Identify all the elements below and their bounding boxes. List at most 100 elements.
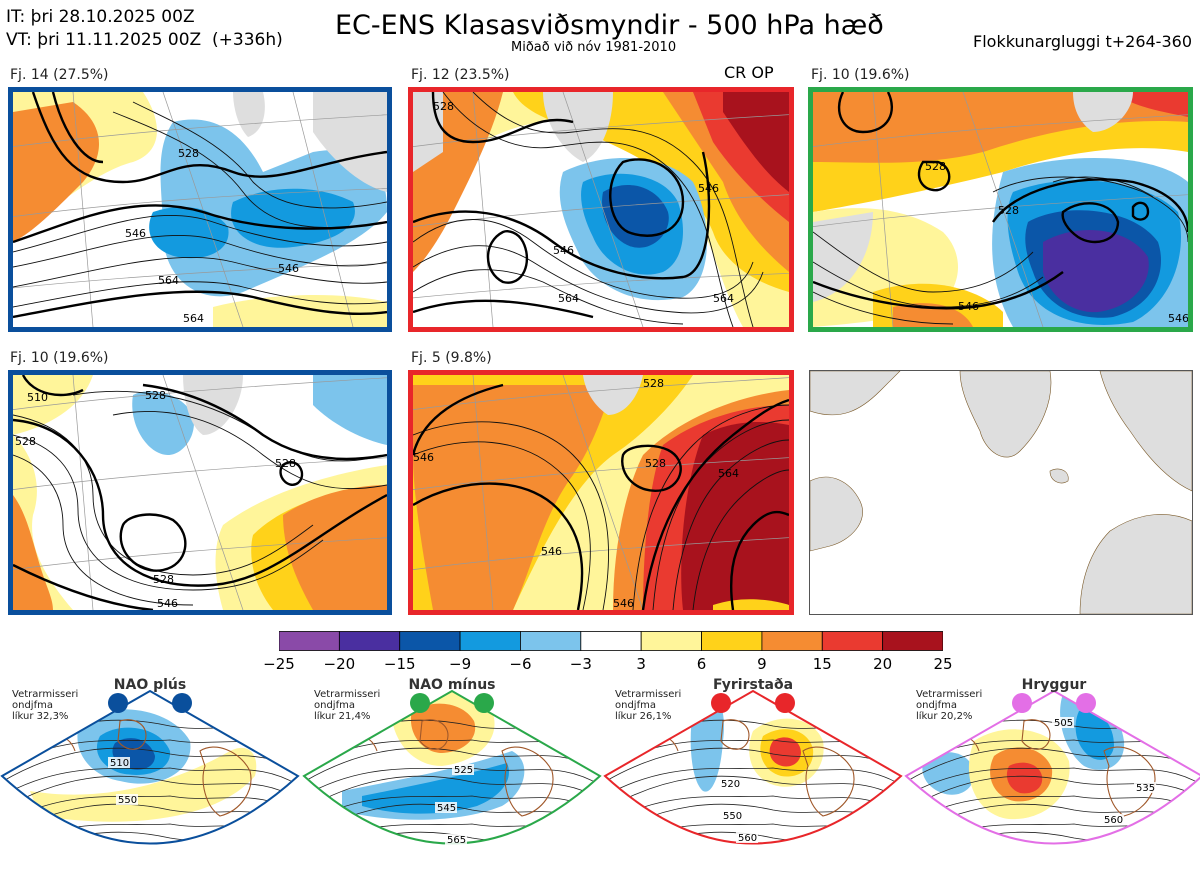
height-contour xyxy=(603,852,903,871)
anomaly-fill xyxy=(1075,710,1114,760)
classification-window: Flokkunargluggi t+264-360 xyxy=(973,32,1192,51)
regime-name: NAO mínus xyxy=(408,677,496,693)
colorbar-tick-label: −6 xyxy=(509,655,532,673)
anomaly-fill xyxy=(769,737,801,767)
contour-label: 546 xyxy=(157,597,178,610)
anomaly-fill xyxy=(922,752,975,795)
height-contour xyxy=(605,747,901,790)
contour-label: 528 xyxy=(925,160,946,173)
regime-dot-icon xyxy=(172,693,192,713)
regime-stat-line: líkur 21,4% xyxy=(314,711,371,722)
contour-label: 528 xyxy=(433,100,454,113)
contour-label-bg xyxy=(1052,717,1074,728)
contour-label: 528 xyxy=(153,573,174,586)
page-subtitle: Miðað við nóv 1981-2010 xyxy=(511,40,677,55)
contour-label: 528 xyxy=(275,457,296,470)
regime-dot-icon xyxy=(410,693,430,713)
contour-label: 550 xyxy=(118,795,137,806)
contour-label: 564 xyxy=(183,312,204,325)
contour-label: 546 xyxy=(698,182,719,195)
contour-label-bg xyxy=(719,778,741,789)
contour-label: 528 xyxy=(145,389,166,402)
height-contour xyxy=(2,775,298,818)
regime-name: Hryggur xyxy=(1021,677,1087,693)
regime-stat-line: líkur 26,1% xyxy=(615,711,672,722)
colorbar-swatch xyxy=(640,631,702,651)
height-contour xyxy=(605,795,901,832)
height-contour xyxy=(605,767,901,804)
contour-label-bg xyxy=(721,810,743,821)
regime-dot-icon xyxy=(1076,693,1096,713)
regime-stat-line: ondjfma xyxy=(12,700,53,711)
panel-5-label: Fj. 5 (9.8%) xyxy=(411,350,492,366)
colorbar-tick-label: 9 xyxy=(757,655,767,673)
regime-stat-line: líkur 20,2% xyxy=(916,711,973,722)
panel-2-label: Fj. 12 (23.5%) xyxy=(411,67,510,83)
height-contour xyxy=(304,795,600,832)
colorbar-tick-label: 3 xyxy=(636,655,646,673)
colorbar-swatch xyxy=(459,631,521,651)
contour-label: 546 xyxy=(958,300,979,313)
basemap-panel xyxy=(809,370,1193,615)
regime-name: NAO plús xyxy=(113,677,187,693)
colorbar-swatch xyxy=(821,631,884,651)
panel-1-label: Fj. 14 (27.5%) xyxy=(10,67,109,83)
cluster-map-5: 528 528 546 546 564 546 xyxy=(408,370,794,615)
contour-label-bg xyxy=(116,794,138,805)
contour-label: 545 xyxy=(437,803,456,814)
height-contour xyxy=(2,795,298,832)
colorbar-swatch xyxy=(882,631,943,651)
colorbar-swatch xyxy=(580,631,642,651)
contour-label: 546 xyxy=(413,451,434,464)
height-contour xyxy=(304,747,600,790)
colorbar-tick-label: 20 xyxy=(873,655,893,673)
contour-label: 546 xyxy=(278,262,299,275)
height-contour xyxy=(906,795,1200,832)
regime-stats: Vetrarmisseri ondjfma líkur 20,2% xyxy=(916,689,982,722)
height-contour xyxy=(2,747,298,790)
colorbar-tick-label: 15 xyxy=(812,655,832,673)
contour-label: 560 xyxy=(1104,815,1123,826)
regime-stats: Vetrarmisseri ondjfma líkur 26,1% xyxy=(615,689,681,722)
colorbar-swatch xyxy=(761,631,823,651)
colorbar-swatch xyxy=(399,631,461,651)
contour-label: 510 xyxy=(110,758,129,769)
colorbar-tick-label: −20 xyxy=(323,655,356,673)
colorbar-swatch xyxy=(338,631,401,651)
contour-label: 528 xyxy=(645,457,666,470)
contour-label: 528 xyxy=(643,377,664,390)
contour-label: 550 xyxy=(723,811,742,822)
contour-label: 546 xyxy=(613,597,634,610)
contour-label: 546 xyxy=(541,545,562,558)
height-contour xyxy=(906,747,1200,790)
contour-label-bg xyxy=(435,802,457,813)
height-contour xyxy=(2,767,298,804)
initial-time: IT: þri 28.10.2025 00Z xyxy=(6,7,195,27)
cluster-map-1: 528 546 564 564 546 xyxy=(8,87,392,332)
contour-label: 528 xyxy=(998,204,1019,217)
regime-border xyxy=(603,689,903,845)
regime-dot-icon xyxy=(775,693,795,713)
regime-stats: Vetrarmisseri ondjfma líkur 32,3% xyxy=(12,689,78,722)
regime-border xyxy=(0,689,300,845)
contour-label: 564 xyxy=(713,292,734,305)
contour-label-bg xyxy=(108,757,130,768)
contour-label: 560 xyxy=(738,833,757,844)
colorbar-tick-label: −15 xyxy=(383,655,416,673)
regime-stat-line: Vetrarmisseri xyxy=(314,689,381,700)
contour-label: 564 xyxy=(718,467,739,480)
colorbar-tick-label: 6 xyxy=(696,655,707,673)
colorbar-tick-label: 25 xyxy=(933,655,953,673)
anomaly-fill xyxy=(30,747,257,822)
contour-label: 546 xyxy=(125,227,146,240)
contour-label: 565 xyxy=(447,835,466,846)
colorbar-tick-label: −9 xyxy=(449,655,472,673)
height-contour xyxy=(904,852,1200,871)
panel-3-label: Fj. 10 (19.6%) xyxy=(811,67,910,83)
height-contour xyxy=(302,852,602,871)
regime-stat-line: Vetrarmisseri xyxy=(615,689,682,700)
height-contour xyxy=(304,775,600,818)
regime-map: 510 550 xyxy=(0,689,300,845)
regime-stat-line: Vetrarmisseri xyxy=(916,689,983,700)
colorbar-swatch xyxy=(279,631,340,651)
